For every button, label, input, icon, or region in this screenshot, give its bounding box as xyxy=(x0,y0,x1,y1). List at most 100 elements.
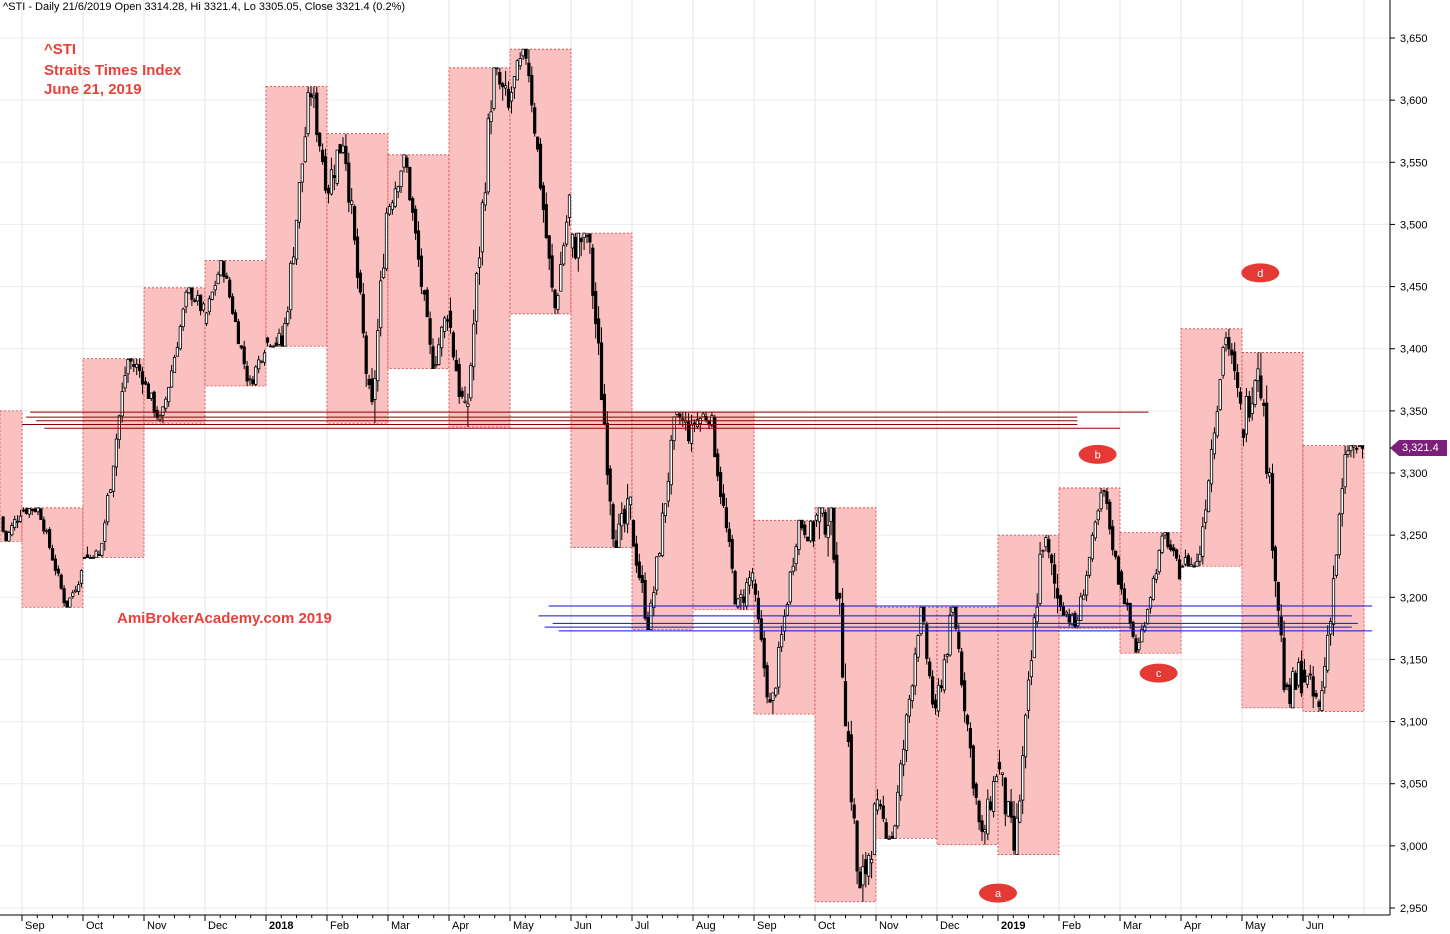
candle-body xyxy=(997,761,1002,770)
candle-body xyxy=(945,654,949,657)
candle-body xyxy=(82,557,87,559)
candle-body xyxy=(338,143,342,154)
candle-body xyxy=(1204,509,1208,523)
wave-label-text: d xyxy=(1257,268,1263,280)
x-tick-label: Oct xyxy=(86,920,103,932)
candle-body xyxy=(963,680,967,712)
candle-body xyxy=(974,783,978,798)
candle-body xyxy=(771,692,775,701)
candle-body xyxy=(634,543,639,566)
candle-body xyxy=(922,606,926,622)
y-tick-label: 3,350 xyxy=(1400,406,1428,418)
candle-body xyxy=(803,524,807,536)
candle-body xyxy=(469,365,473,399)
candle-body xyxy=(765,665,769,698)
candle-body xyxy=(1018,800,1022,823)
candle-body xyxy=(933,699,938,709)
candle-body xyxy=(660,512,665,557)
candle-body xyxy=(1169,544,1173,551)
candle-body xyxy=(428,318,432,345)
candle-body xyxy=(652,592,656,608)
candle-body xyxy=(626,498,630,525)
candle-body xyxy=(268,345,273,348)
candle-body xyxy=(829,507,833,522)
x-tick-label: 2019 xyxy=(1001,920,1025,932)
candle-body xyxy=(707,420,711,425)
candle-body xyxy=(910,685,914,702)
wave-label-marker xyxy=(1241,263,1280,283)
y-tick-label: 3,250 xyxy=(1400,530,1428,542)
candle-body xyxy=(248,378,252,381)
candle-body xyxy=(1061,606,1065,616)
candle-body xyxy=(919,606,923,635)
candle-body xyxy=(521,48,525,57)
candle-body xyxy=(904,714,909,751)
candle-body xyxy=(1137,642,1141,651)
candle-body xyxy=(100,542,104,556)
candle-body xyxy=(405,157,409,168)
candle-body xyxy=(1265,402,1269,474)
candle-body xyxy=(373,377,377,400)
candle-body xyxy=(1346,450,1350,455)
candle-body xyxy=(524,48,528,59)
candle-body xyxy=(1227,337,1231,350)
candle-body xyxy=(7,532,11,542)
candle-body xyxy=(329,169,334,195)
candle-body xyxy=(1308,673,1312,676)
candle-body xyxy=(1073,612,1077,628)
candle-body xyxy=(936,684,941,712)
candle-body xyxy=(948,614,952,656)
candle-body xyxy=(928,661,932,677)
candle-body xyxy=(448,310,453,328)
candle-body xyxy=(283,322,287,347)
candle-body xyxy=(4,530,8,542)
candle-body xyxy=(1085,575,1089,596)
candle-body xyxy=(550,255,554,288)
x-tick-label: Feb xyxy=(1062,920,1081,932)
x-tick-label: Jul xyxy=(635,920,649,932)
candle-body xyxy=(881,805,885,819)
candle-body xyxy=(413,208,418,234)
candle-body xyxy=(135,363,139,368)
candle-body xyxy=(1282,637,1286,691)
candle-body xyxy=(1256,368,1260,382)
y-tick-label: 3,450 xyxy=(1400,282,1428,294)
candle-body xyxy=(457,364,461,397)
candle-body xyxy=(1038,553,1042,604)
candle-body xyxy=(97,553,101,556)
wave-label-text: b xyxy=(1095,449,1101,461)
candle-body xyxy=(562,245,566,265)
candle-body xyxy=(196,295,200,302)
candle-body xyxy=(15,520,20,523)
candle-body xyxy=(367,378,371,386)
candle-body xyxy=(483,192,487,206)
candle-body xyxy=(167,386,171,403)
candle-body xyxy=(402,154,406,168)
candle-body xyxy=(585,235,589,237)
candle-body xyxy=(384,212,389,270)
candle-body xyxy=(228,279,232,298)
candle-body xyxy=(117,415,121,441)
candle-body xyxy=(820,507,824,514)
y-tick-label: 3,550 xyxy=(1400,157,1428,169)
candle-body xyxy=(1102,489,1106,492)
candle-body xyxy=(1111,526,1115,551)
candle-body xyxy=(1215,411,1219,437)
candle-body xyxy=(896,791,900,827)
candle-body xyxy=(1000,772,1005,775)
candle-body xyxy=(39,508,43,520)
x-tick-label: May xyxy=(513,920,534,932)
candle-body xyxy=(605,422,609,476)
candle-body xyxy=(1233,351,1237,372)
x-tick-label: Sep xyxy=(25,920,45,932)
candle-body xyxy=(617,523,621,548)
candle-body xyxy=(291,256,296,265)
candle-body xyxy=(872,803,877,855)
candle-body xyxy=(640,575,644,583)
candle-body xyxy=(1349,445,1353,452)
candle-body xyxy=(431,346,435,369)
candle-body xyxy=(559,264,563,292)
monthly-range-box xyxy=(692,411,755,611)
candle-body xyxy=(1099,492,1103,510)
candle-body xyxy=(628,496,633,506)
